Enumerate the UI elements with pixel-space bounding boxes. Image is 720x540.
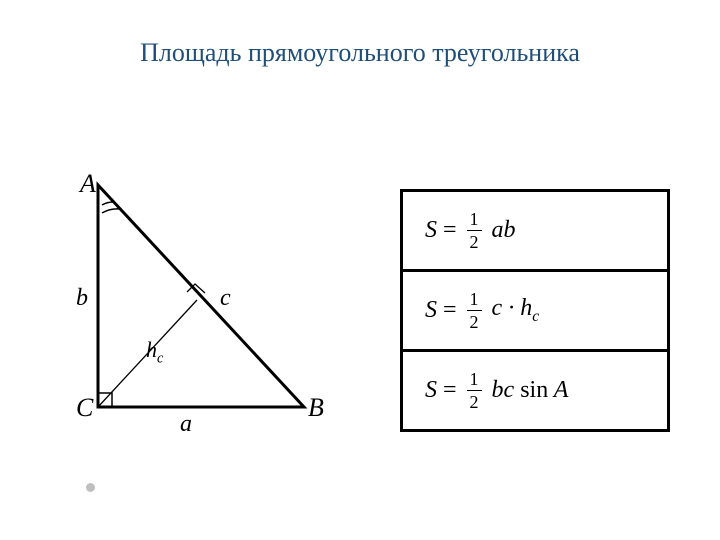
side-label-b: b [76,285,88,312]
side-label-a: a [180,411,192,438]
vertex-label-B: B [308,393,324,423]
formula-3: S = 1 2 bc sin A [425,370,568,411]
vertex-label-A: A [80,169,96,199]
bullet-decoration [86,483,95,492]
content-area: A B C b c a hc S = 1 2 ab [50,120,670,500]
altitude-label: hc [146,337,163,367]
formula-row: S = 1 2 bc sin A [403,352,667,429]
vertex-label-C: C [76,393,93,423]
formula-row: S = 1 2 ab [403,192,667,272]
formula-2: S = 1 2 c · hc [425,290,539,331]
slide: Площадь прямоугольного треугольника A B … [0,0,720,540]
formula-table: S = 1 2 ab S = 1 2 c · hc [400,189,670,432]
formula-row: S = 1 2 c · hc [403,272,667,352]
triangle-diagram: A B C b c a hc [50,175,330,445]
side-label-c: c [220,285,231,312]
page-title: Площадь прямоугольного треугольника [0,38,720,68]
formula-1: S = 1 2 ab [425,210,516,251]
